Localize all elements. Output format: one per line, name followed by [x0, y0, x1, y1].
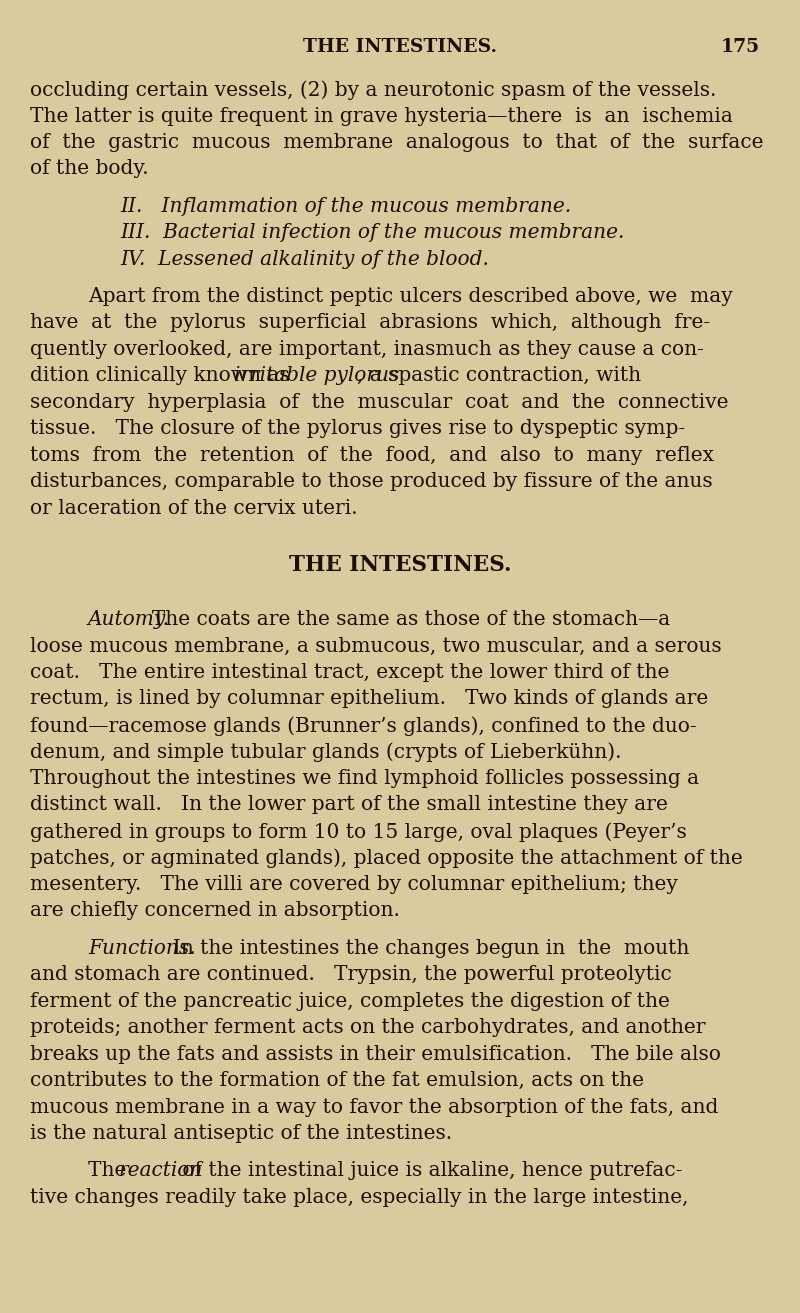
Text: In the intestines the changes begun in  the  mouth: In the intestines the changes begun in t…: [161, 939, 690, 957]
Text: III.  Bacterial infection of the mucous membrane.: III. Bacterial infection of the mucous m…: [120, 223, 624, 242]
Text: Apart from the distinct peptic ulcers described above, we  may: Apart from the distinct peptic ulcers de…: [88, 286, 733, 306]
Text: mesentery.   The villi are covered by columnar epithelium; they: mesentery. The villi are covered by colu…: [30, 874, 678, 894]
Text: THE INTESTINES.: THE INTESTINES.: [289, 554, 511, 576]
Text: disturbances, comparable to those produced by fissure of the anus: disturbances, comparable to those produc…: [30, 473, 713, 491]
Text: quently overlooked, are important, inasmuch as they cause a con-: quently overlooked, are important, inasm…: [30, 340, 704, 358]
Text: The latter is quite frequent in grave hysteria—there  is  an  ischemia: The latter is quite frequent in grave hy…: [30, 106, 733, 126]
Text: mucous membrane in a way to favor the absorption of the fats, and: mucous membrane in a way to favor the ab…: [30, 1098, 718, 1116]
Text: toms  from  the  retention  of  the  food,  and  also  to  many  reflex: toms from the retention of the food, and…: [30, 445, 714, 465]
Text: tive changes readily take place, especially in the large intestine,: tive changes readily take place, especia…: [30, 1188, 689, 1207]
Text: 175: 175: [721, 38, 760, 56]
Text: occluding certain vessels, (2) by a neurotonic spasm of the vessels.: occluding certain vessels, (2) by a neur…: [30, 80, 716, 100]
Text: irritable pylorus: irritable pylorus: [234, 366, 399, 385]
Text: and stomach are continued.   Trypsin, the powerful proteolytic: and stomach are continued. Trypsin, the …: [30, 965, 672, 985]
Text: or laceration of the cervix uteri.: or laceration of the cervix uteri.: [30, 499, 358, 517]
Text: of the body.: of the body.: [30, 159, 149, 179]
Text: tissue.   The closure of the pylorus gives rise to dyspeptic symp-: tissue. The closure of the pylorus gives…: [30, 419, 685, 439]
Text: are chiefly concerned in absorption.: are chiefly concerned in absorption.: [30, 902, 400, 920]
Text: of the intestinal juice is alkaline, hence putrefac-: of the intestinal juice is alkaline, hen…: [176, 1161, 682, 1180]
Text: rectum, is lined by columnar epithelium.   Two kinds of glands are: rectum, is lined by columnar epithelium.…: [30, 689, 708, 709]
Text: breaks up the fats and assists in their emulsification.   The bile also: breaks up the fats and assists in their …: [30, 1045, 721, 1064]
Text: denum, and simple tubular glands (crypts of Lieberkühn).: denum, and simple tubular glands (crypts…: [30, 742, 622, 762]
Text: gathered in groups to form 10 to 15 large, oval plaques (Peyer’s: gathered in groups to form 10 to 15 larg…: [30, 822, 686, 842]
Text: found—racemose glands (Brunner’s glands), confined to the duo-: found—racemose glands (Brunner’s glands)…: [30, 716, 697, 735]
Text: Functions.: Functions.: [88, 939, 196, 957]
Text: , a spastic contraction, with: , a spastic contraction, with: [357, 366, 641, 385]
Text: patches, or agminated glands), placed opposite the attachment of the: patches, or agminated glands), placed op…: [30, 848, 742, 868]
Text: II.   Inflammation of the mucous membrane.: II. Inflammation of the mucous membrane.: [120, 197, 571, 215]
Text: coat.   The entire intestinal tract, except the lower third of the: coat. The entire intestinal tract, excep…: [30, 663, 670, 681]
Text: Automy.: Automy.: [88, 611, 170, 629]
Text: of  the  gastric  mucous  membrane  analogous  to  that  of  the  surface: of the gastric mucous membrane analogous…: [30, 133, 763, 152]
Text: IV.  Lessened alkalinity of the blood.: IV. Lessened alkalinity of the blood.: [120, 249, 489, 269]
Text: loose mucous membrane, a submucous, two muscular, and a serous: loose mucous membrane, a submucous, two …: [30, 637, 722, 655]
Text: contributes to the formation of the fat emulsion, acts on the: contributes to the formation of the fat …: [30, 1071, 644, 1090]
Text: is the natural antiseptic of the intestines.: is the natural antiseptic of the intesti…: [30, 1124, 452, 1144]
Text: have  at  the  pylorus  superficial  abrasions  which,  although  fre-: have at the pylorus superficial abrasion…: [30, 314, 710, 332]
Text: proteids; another ferment acts on the carbohydrates, and another: proteids; another ferment acts on the ca…: [30, 1018, 706, 1037]
Text: ferment of the pancreatic juice, completes the digestion of the: ferment of the pancreatic juice, complet…: [30, 991, 670, 1011]
Text: The coats are the same as those of the stomach—a: The coats are the same as those of the s…: [138, 611, 670, 629]
Text: THE INTESTINES.: THE INTESTINES.: [303, 38, 497, 56]
Text: reaction: reaction: [118, 1161, 202, 1180]
Text: Throughout the intestines we find lymphoid follicles possessing a: Throughout the intestines we find lympho…: [30, 769, 699, 788]
Text: dition clinically known as: dition clinically known as: [30, 366, 296, 385]
Text: The: The: [88, 1161, 133, 1180]
Text: secondary  hyperplasia  of  the  muscular  coat  and  the  connective: secondary hyperplasia of the muscular co…: [30, 393, 729, 412]
Text: distinct wall.   In the lower part of the small intestine they are: distinct wall. In the lower part of the …: [30, 796, 668, 814]
